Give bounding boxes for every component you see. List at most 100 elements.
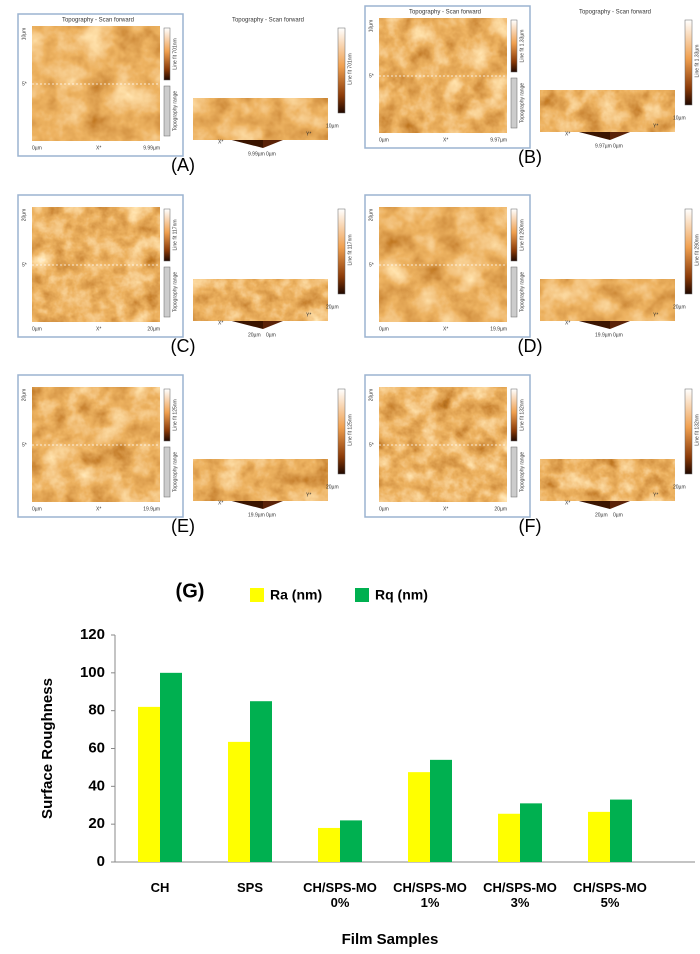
color-bar-3d bbox=[685, 389, 692, 474]
range-label: Topography range bbox=[519, 452, 525, 493]
y-end-3d: 20µm bbox=[326, 484, 339, 490]
color-bar bbox=[511, 209, 517, 261]
scale-label-3d: Line fit 132nm bbox=[694, 414, 700, 445]
scale-label: Line fit 290nm bbox=[519, 219, 525, 250]
afm-title: Topography - Scan forward bbox=[62, 18, 134, 24]
afm-image bbox=[32, 387, 160, 502]
x-axis: X* bbox=[443, 506, 448, 512]
y-end-3d: 20µm bbox=[673, 304, 686, 310]
color-bar bbox=[164, 209, 170, 261]
afm-3d-title: Topography - Scan forward bbox=[232, 18, 304, 24]
range-bar bbox=[164, 267, 170, 317]
y-tick-label: 80 bbox=[88, 702, 105, 719]
x-end: 20µm bbox=[147, 326, 160, 332]
y-mid: 5* bbox=[22, 262, 27, 268]
origin: 0µm bbox=[32, 145, 42, 151]
color-bar bbox=[164, 28, 170, 80]
panel-label: (E) bbox=[171, 516, 195, 536]
range-label: Topography range bbox=[172, 272, 178, 313]
y-axis-3d: Y* bbox=[306, 131, 311, 137]
x-tick-label: CH/SPS-MO 5% bbox=[568, 880, 652, 910]
y-axis-3d: Y* bbox=[653, 123, 658, 129]
range-label: Topography range bbox=[172, 91, 178, 132]
range-label: Topography range bbox=[519, 83, 525, 124]
scale-label-3d: Line fit 117nm bbox=[347, 234, 353, 265]
origin: 0µm bbox=[379, 326, 389, 332]
scale-label-3d: Line fit 1.33µm bbox=[694, 45, 700, 78]
color-bar bbox=[511, 20, 517, 72]
x-end: 19.9µm bbox=[143, 506, 160, 512]
y-tick-label: 20 bbox=[88, 815, 105, 832]
x-end-3d: 19.9µm bbox=[248, 512, 265, 518]
scale-label-3d: Line fit 125nm bbox=[347, 414, 353, 445]
color-bar-3d bbox=[685, 209, 692, 294]
y-tick-label: 120 bbox=[80, 626, 105, 643]
panel-label: (F) bbox=[519, 516, 542, 536]
x-axis-3d: X* bbox=[218, 139, 223, 145]
y-mid: 5* bbox=[369, 73, 374, 79]
afm-title: Topography - Scan forward bbox=[409, 10, 481, 16]
x-axis-3d: X* bbox=[565, 500, 570, 506]
x-tick-label: CH/SPS-MO 1% bbox=[388, 880, 472, 910]
range-label: Topography range bbox=[172, 452, 178, 493]
y-mid: 5* bbox=[369, 262, 374, 268]
scale-label: Line fit 132nm bbox=[519, 399, 525, 430]
y-tick-label: 40 bbox=[88, 777, 105, 794]
bar bbox=[520, 803, 542, 862]
origin: 0µm bbox=[379, 506, 389, 512]
x-end-3d: 19.9µm bbox=[595, 332, 612, 338]
x-axis: X* bbox=[96, 506, 101, 512]
legend-label: Rq (nm) bbox=[375, 587, 428, 603]
y-axis-3d: Y* bbox=[653, 492, 658, 498]
range-bar bbox=[511, 447, 517, 497]
y-tick-label: 100 bbox=[80, 664, 105, 681]
page: Topography - Scan forward Topography - Sc… bbox=[0, 0, 700, 954]
x-end: 9.97µm bbox=[490, 137, 507, 143]
legend-label: Ra (nm) bbox=[270, 587, 322, 603]
origin-3d: 0µm bbox=[266, 151, 276, 157]
color-bar-3d bbox=[338, 389, 345, 474]
panel-label: (C) bbox=[171, 336, 196, 356]
y-axis-3d: Y* bbox=[653, 312, 658, 318]
bar bbox=[228, 742, 250, 862]
origin-3d: 0µm bbox=[613, 512, 623, 518]
bar bbox=[138, 707, 160, 862]
x-end-3d: 20µm bbox=[248, 332, 261, 338]
y-axis-3d: Y* bbox=[306, 492, 311, 498]
x-axis-3d: X* bbox=[565, 131, 570, 137]
bar bbox=[588, 812, 610, 862]
y-end-3d: 10µm bbox=[673, 115, 686, 121]
x-tick-label: CH bbox=[118, 880, 202, 895]
x-tick-label: CH/SPS-MO 0% bbox=[298, 880, 382, 910]
panel-label: (A) bbox=[171, 155, 195, 175]
color-bar-3d bbox=[685, 20, 692, 105]
range-bar bbox=[511, 267, 517, 317]
y-axis-3d: Y* bbox=[306, 312, 311, 318]
x-end: 20µm bbox=[494, 506, 507, 512]
origin-3d: 0µm bbox=[613, 143, 623, 149]
scale-label: Line fit 701nm bbox=[172, 38, 178, 69]
afm-image bbox=[32, 26, 160, 141]
x-end: 9.99µm bbox=[143, 145, 160, 151]
bar bbox=[318, 828, 340, 862]
y-end-3d: 20µm bbox=[673, 484, 686, 490]
color-bar bbox=[511, 389, 517, 441]
chart-title: (G) bbox=[176, 580, 205, 602]
panel-label: (D) bbox=[518, 336, 543, 356]
legend-swatch bbox=[250, 588, 264, 602]
range-bar bbox=[511, 78, 517, 128]
x-axis: X* bbox=[443, 326, 448, 332]
y-axis-title: Surface Roughness bbox=[39, 678, 56, 819]
y-end-3d: 10µm bbox=[326, 123, 339, 129]
afm-image bbox=[379, 207, 507, 322]
x-axis: X* bbox=[96, 326, 101, 332]
x-end-3d: 20µm bbox=[595, 512, 608, 518]
y-end: 20µm bbox=[21, 209, 27, 222]
x-axis: X* bbox=[96, 145, 101, 151]
origin: 0µm bbox=[32, 326, 42, 332]
y-tick-label: 60 bbox=[88, 739, 105, 756]
figure: Topography - Scan forward Topography - Sc… bbox=[0, 0, 700, 954]
scale-label: Line fit 125nm bbox=[172, 399, 178, 430]
panel-label: (B) bbox=[518, 147, 542, 167]
y-end: 10µm bbox=[21, 28, 27, 41]
